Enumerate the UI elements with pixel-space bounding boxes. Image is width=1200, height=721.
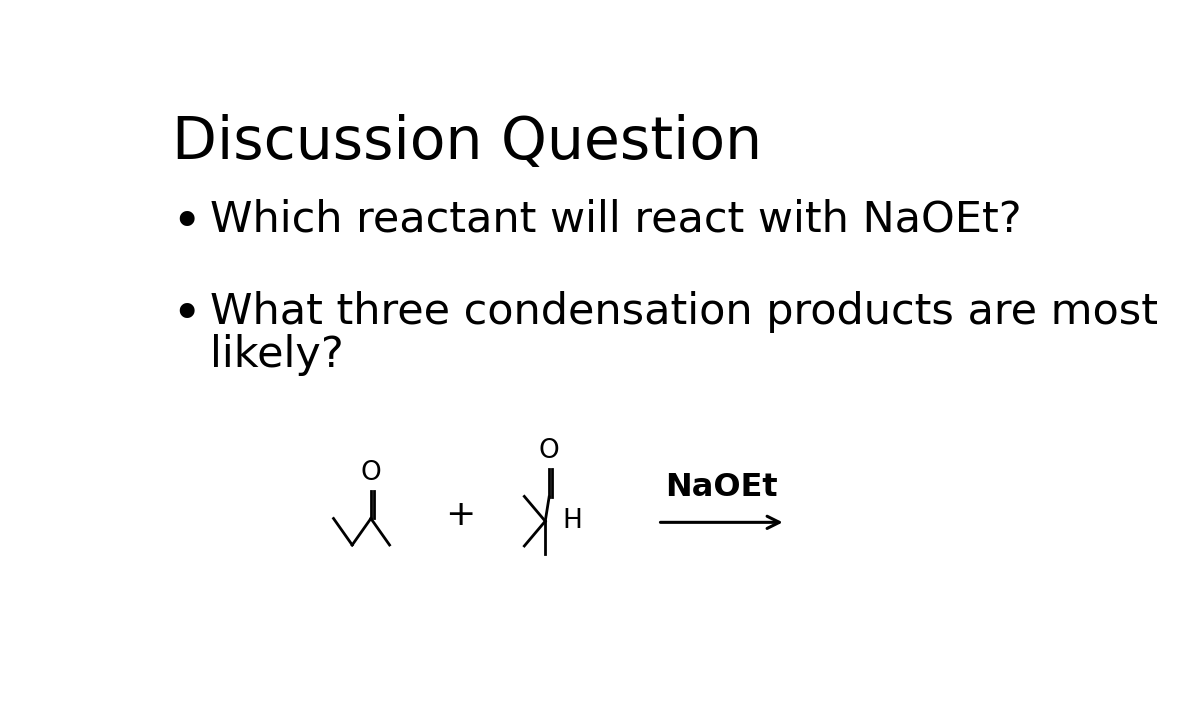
Text: •: • (172, 199, 202, 249)
Text: What three condensation products are most: What three condensation products are mos… (210, 291, 1158, 333)
Text: H: H (563, 508, 582, 534)
Text: Which reactant will react with NaOEt?: Which reactant will react with NaOEt? (210, 199, 1022, 241)
Text: Discussion Question: Discussion Question (172, 114, 762, 172)
Text: O: O (360, 459, 382, 486)
Text: likely?: likely? (210, 334, 344, 376)
Text: O: O (539, 438, 559, 464)
Text: NaOEt: NaOEt (665, 472, 778, 503)
Text: •: • (172, 291, 202, 341)
Text: +: + (445, 497, 475, 531)
